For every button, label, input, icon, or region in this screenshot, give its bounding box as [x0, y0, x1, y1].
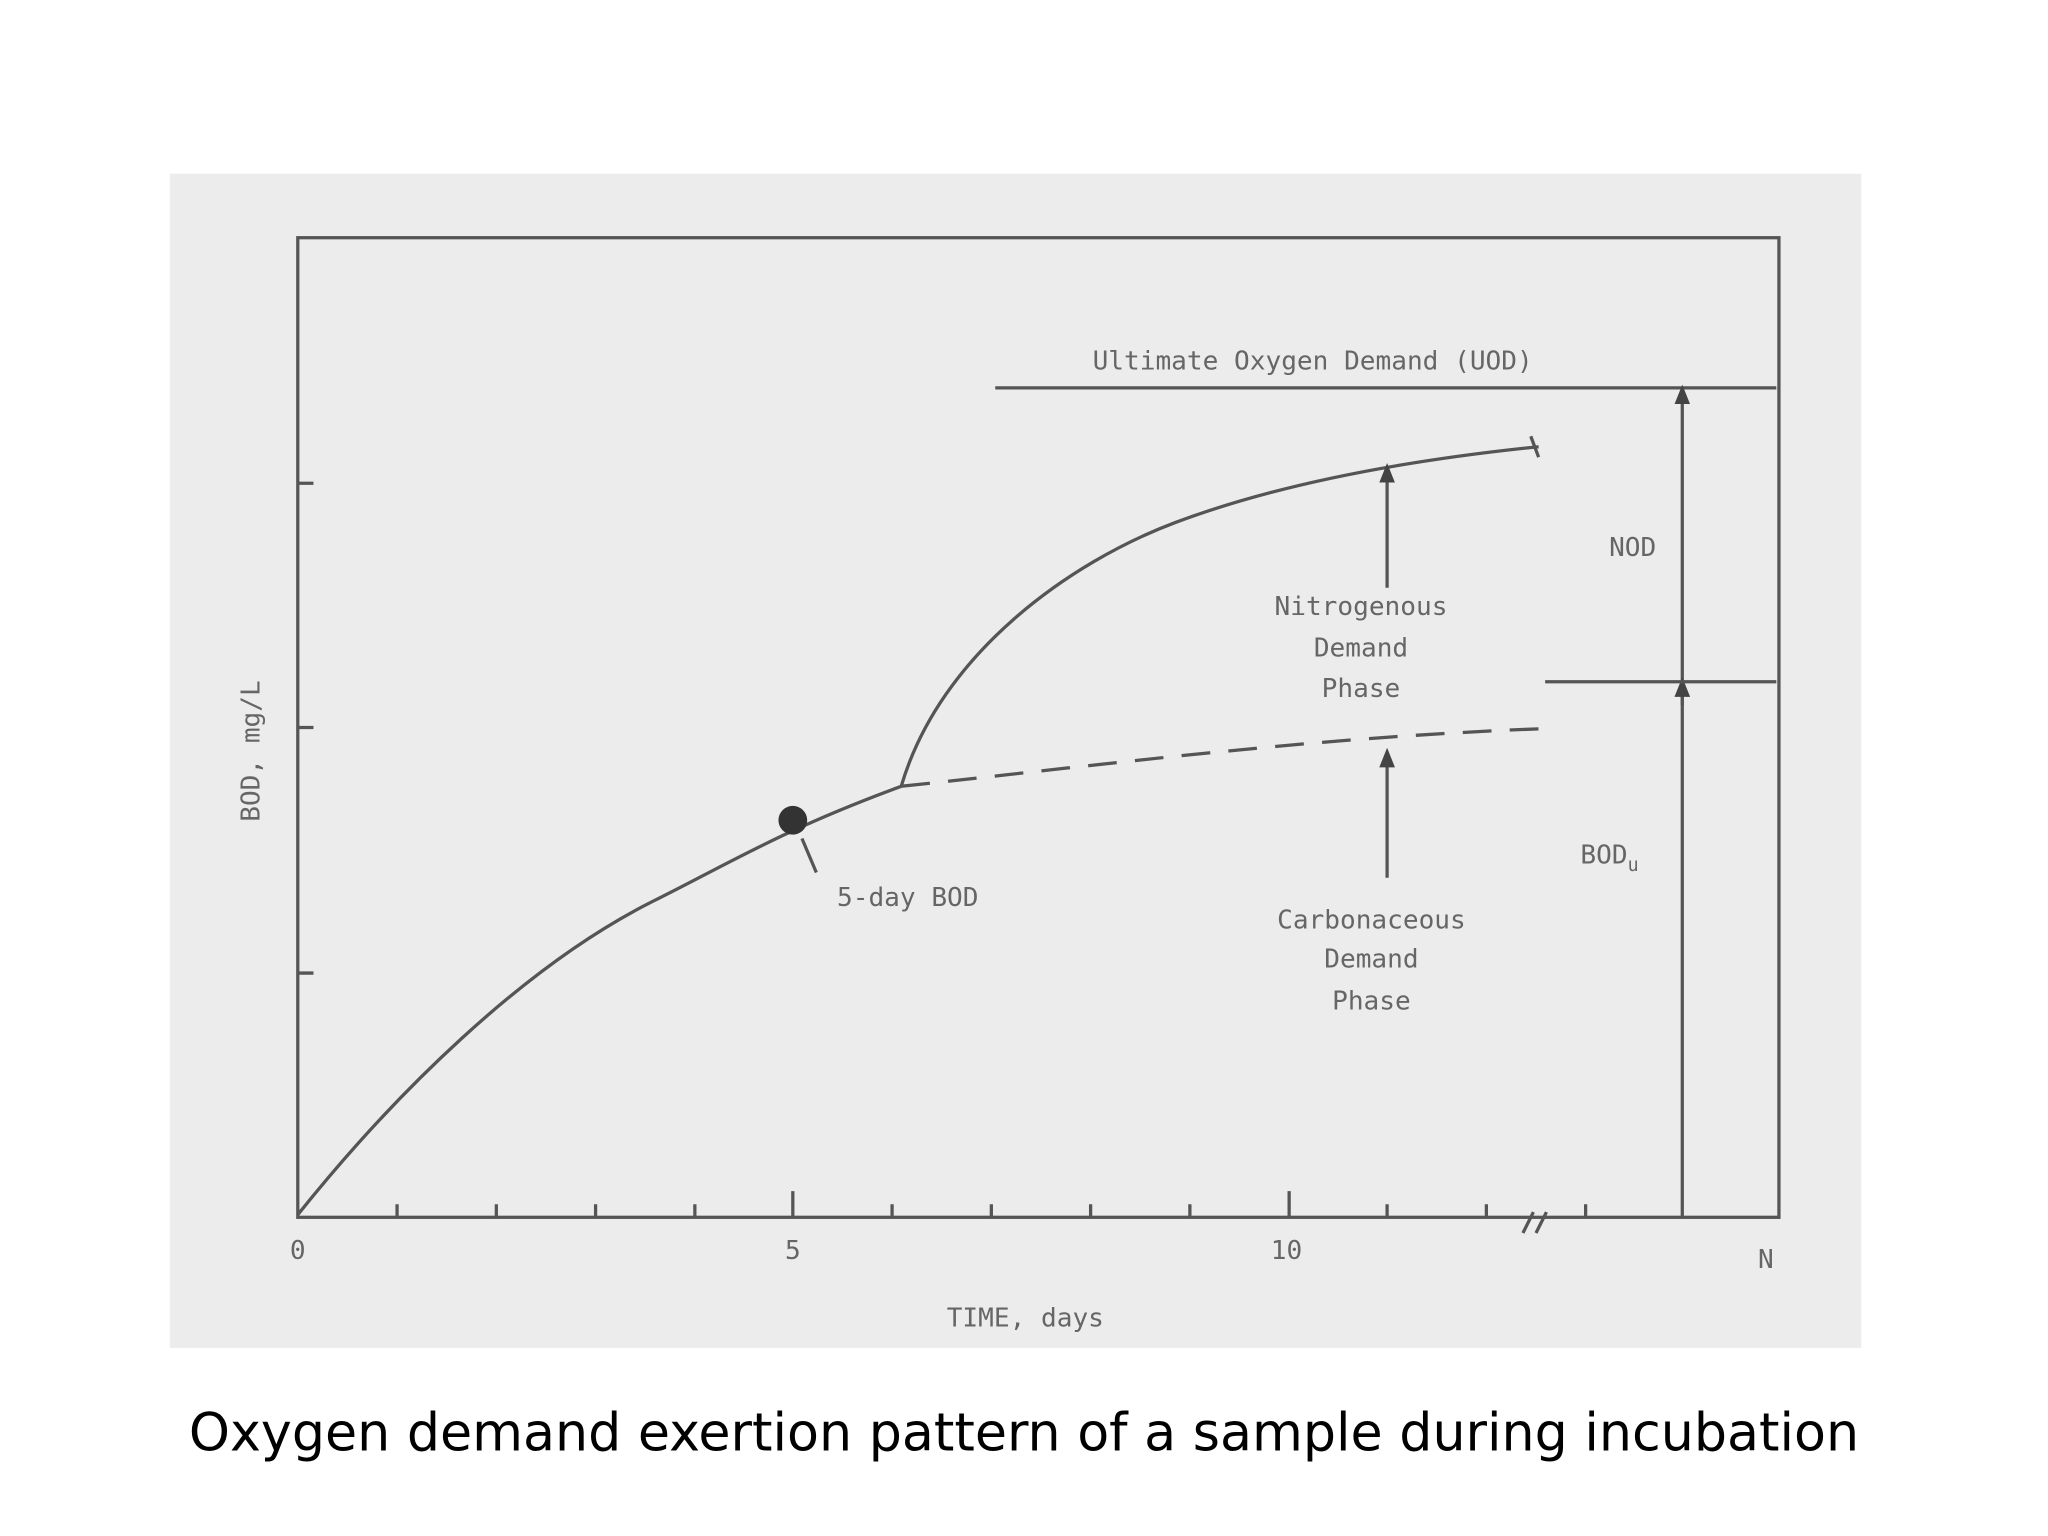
carbonaceous-curve [901, 727, 1539, 788]
annotation: Carbonaceous [1277, 905, 1466, 935]
x-tick-label: 5 [785, 1236, 801, 1266]
x-axis-label: TIME, days [947, 1304, 1104, 1334]
bodu-main: BOD [1580, 840, 1627, 870]
axis-break [1521, 1211, 1548, 1234]
y-axis-label: BOD, mg/L [237, 680, 267, 821]
x-tick-label: 10 [1271, 1236, 1302, 1266]
point-label: 5-day BOD [837, 883, 978, 913]
nod-label: NOD [1609, 533, 1656, 563]
bodu-label: BODu [1580, 840, 1638, 876]
y-ticks [297, 481, 314, 975]
nitrogenous-curve [899, 445, 1539, 787]
uod-label: Ultimate Oxygen Demand (UOD) [1093, 346, 1533, 376]
leader [800, 837, 818, 874]
figure: 0 5 10 N TIME, days BOD, mg/L Ultimate O… [237, 236, 1781, 1334]
annotation: Demand [1324, 945, 1418, 975]
annotation: Demand [1314, 634, 1408, 664]
x-ticks [395, 1191, 1588, 1218]
x-tick-label: 0 [290, 1236, 306, 1266]
annotation: Phase [1332, 986, 1411, 1016]
annotation: Nitrogenous [1275, 592, 1448, 622]
bodu-sub: u [1628, 855, 1639, 876]
figure-background [169, 173, 1862, 1348]
curve-end [1529, 435, 1541, 458]
x-tick-label: N [1758, 1245, 1774, 1275]
annotation: Phase [1322, 674, 1401, 704]
caption: Oxygen demand exertion pattern of a samp… [189, 1404, 1859, 1464]
five-day-point [778, 805, 808, 835]
